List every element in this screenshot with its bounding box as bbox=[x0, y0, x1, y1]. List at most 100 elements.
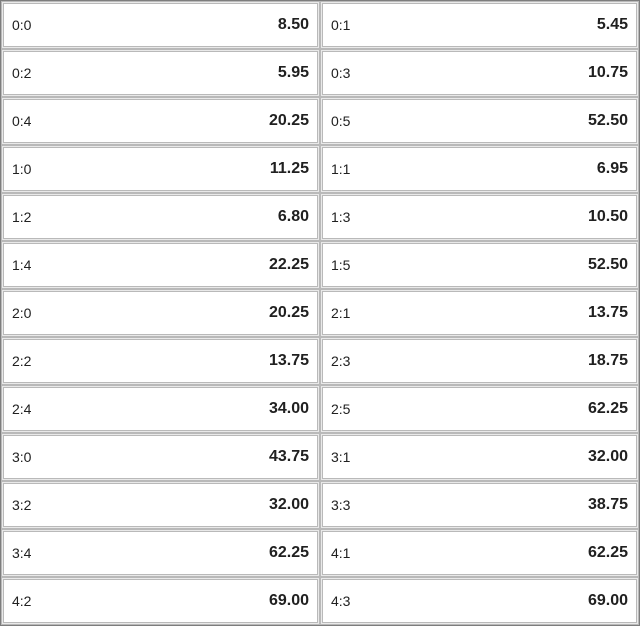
odds-grid: 0:0 8.50 0:1 5.45 0:2 5.95 0:310.75 0:4 20.25 0:5… bbox=[0, 0, 640, 626]
odds-value: 62.25 bbox=[588, 400, 628, 418]
odds-inner: 2:5 62.25 bbox=[322, 387, 637, 431]
odds-inner: 3:0 43.75 bbox=[3, 435, 318, 479]
odds-value: 10.50 bbox=[588, 208, 628, 226]
odds-value: 5.45 bbox=[597, 16, 628, 34]
odds-inner: 3:1 32.00 bbox=[322, 435, 637, 479]
odds-value: 34.00 bbox=[269, 400, 309, 418]
odds-cell[interactable]: 0:5 52.50 bbox=[320, 97, 639, 145]
odds-value: 52.50 bbox=[588, 256, 628, 274]
score-label: 2:3 bbox=[331, 353, 350, 369]
odds-inner: 2:213.75 bbox=[3, 339, 318, 383]
score-label: 0:3 bbox=[331, 65, 350, 81]
odds-value: 6.95 bbox=[597, 160, 628, 178]
odds-cell[interactable]: 2:0 20.25 bbox=[1, 289, 320, 337]
odds-value: 11.25 bbox=[270, 160, 309, 178]
odds-cell[interactable]: 2:213.75 bbox=[1, 337, 320, 385]
odds-inner: 1:4 22.25 bbox=[3, 243, 318, 287]
odds-inner: 3:3 38.75 bbox=[322, 483, 637, 527]
odds-value: 22.25 bbox=[269, 256, 309, 274]
odds-inner: 0:0 8.50 bbox=[3, 3, 318, 47]
odds-inner: 2:4 34.00 bbox=[3, 387, 318, 431]
score-label: 3:2 bbox=[12, 497, 31, 513]
odds-inner: 2:1 13.75 bbox=[322, 291, 637, 335]
odds-cell[interactable]: 4:2 69.00 bbox=[1, 577, 320, 625]
odds-inner: 0:2 5.95 bbox=[3, 51, 318, 95]
odds-value: 32.00 bbox=[269, 496, 309, 514]
odds-value: 52.50 bbox=[588, 112, 628, 130]
odds-value: 8.50 bbox=[278, 16, 309, 34]
score-label: 0:4 bbox=[12, 113, 31, 129]
odds-inner: 2:3 18.75 bbox=[322, 339, 637, 383]
odds-value: 32.00 bbox=[588, 448, 628, 466]
odds-cell[interactable]: 3:1 32.00 bbox=[320, 433, 639, 481]
score-label: 2:4 bbox=[12, 401, 31, 417]
odds-inner: 3:2 32.00 bbox=[3, 483, 318, 527]
odds-cell[interactable]: 4:3 69.00 bbox=[320, 577, 639, 625]
odds-cell[interactable]: 1:0 11.25 bbox=[1, 145, 320, 193]
odds-inner: 0:4 20.25 bbox=[3, 99, 318, 143]
odds-cell[interactable]: 1:4 22.25 bbox=[1, 241, 320, 289]
odds-value: 43.75 bbox=[269, 448, 309, 466]
odds-cell[interactable]: 2:5 62.25 bbox=[320, 385, 639, 433]
score-label: 0:2 bbox=[12, 65, 31, 81]
odds-inner: 4:3 69.00 bbox=[322, 579, 637, 623]
odds-value: 6.80 bbox=[278, 208, 309, 226]
score-label: 1:5 bbox=[331, 257, 350, 273]
odds-inner: 0:1 5.45 bbox=[322, 3, 637, 47]
odds-inner: 1:3 10.50 bbox=[322, 195, 637, 239]
odds-cell[interactable]: 1:5 52.50 bbox=[320, 241, 639, 289]
odds-inner: 1:5 52.50 bbox=[322, 243, 637, 287]
odds-inner: 1:26.80 bbox=[3, 195, 318, 239]
score-label: 2:2 bbox=[12, 353, 31, 369]
score-label: 4:3 bbox=[331, 593, 350, 609]
odds-value: 62.25 bbox=[269, 544, 309, 562]
odds-inner: 3:4 62.25 bbox=[3, 531, 318, 575]
odds-inner: 4:162.25 bbox=[322, 531, 637, 575]
score-label: 3:1 bbox=[331, 449, 350, 465]
odds-inner: 2:0 20.25 bbox=[3, 291, 318, 335]
odds-cell[interactable]: 4:162.25 bbox=[320, 529, 639, 577]
score-label: 1:4 bbox=[12, 257, 31, 273]
score-label: 1:1 bbox=[331, 161, 350, 177]
score-label: 2:5 bbox=[331, 401, 350, 417]
odds-cell[interactable]: 0:1 5.45 bbox=[320, 1, 639, 49]
odds-cell[interactable]: 0:2 5.95 bbox=[1, 49, 320, 97]
odds-value: 69.00 bbox=[269, 592, 309, 610]
odds-cell[interactable]: 3:2 32.00 bbox=[1, 481, 320, 529]
odds-value: 13.75 bbox=[588, 304, 628, 322]
score-label: 4:2 bbox=[12, 593, 31, 609]
odds-cell[interactable]: 2:3 18.75 bbox=[320, 337, 639, 385]
score-label: 0:1 bbox=[331, 17, 350, 33]
score-label: 1:0 bbox=[12, 161, 31, 177]
odds-cell[interactable]: 2:1 13.75 bbox=[320, 289, 639, 337]
odds-cell[interactable]: 1:3 10.50 bbox=[320, 193, 639, 241]
odds-value: 38.75 bbox=[588, 496, 628, 514]
odds-cell[interactable]: 3:0 43.75 bbox=[1, 433, 320, 481]
score-label: 0:5 bbox=[331, 113, 350, 129]
score-label: 2:0 bbox=[12, 305, 31, 321]
score-label: 2:1 bbox=[331, 305, 350, 321]
odds-value: 20.25 bbox=[269, 304, 309, 322]
odds-cell[interactable]: 0:310.75 bbox=[320, 49, 639, 97]
odds-cell[interactable]: 3:4 62.25 bbox=[1, 529, 320, 577]
odds-value: 5.95 bbox=[278, 64, 309, 82]
odds-value: 62.25 bbox=[588, 544, 628, 562]
odds-cell[interactable]: 1:26.80 bbox=[1, 193, 320, 241]
odds-inner: 0:5 52.50 bbox=[322, 99, 637, 143]
odds-cell[interactable]: 2:4 34.00 bbox=[1, 385, 320, 433]
odds-value: 18.75 bbox=[588, 352, 628, 370]
score-label: 3:3 bbox=[331, 497, 350, 513]
odds-cell[interactable]: 3:3 38.75 bbox=[320, 481, 639, 529]
odds-value: 20.25 bbox=[269, 112, 309, 130]
score-label: 3:4 bbox=[12, 545, 31, 561]
odds-value: 69.00 bbox=[588, 592, 628, 610]
odds-cell[interactable]: 0:4 20.25 bbox=[1, 97, 320, 145]
odds-inner: 1:0 11.25 bbox=[3, 147, 318, 191]
odds-cell[interactable]: 1:1 6.95 bbox=[320, 145, 639, 193]
odds-cell[interactable]: 0:0 8.50 bbox=[1, 1, 320, 49]
score-label: 1:3 bbox=[331, 209, 350, 225]
odds-inner: 1:1 6.95 bbox=[322, 147, 637, 191]
odds-inner: 4:2 69.00 bbox=[3, 579, 318, 623]
score-label: 0:0 bbox=[12, 17, 31, 33]
score-label: 3:0 bbox=[12, 449, 31, 465]
